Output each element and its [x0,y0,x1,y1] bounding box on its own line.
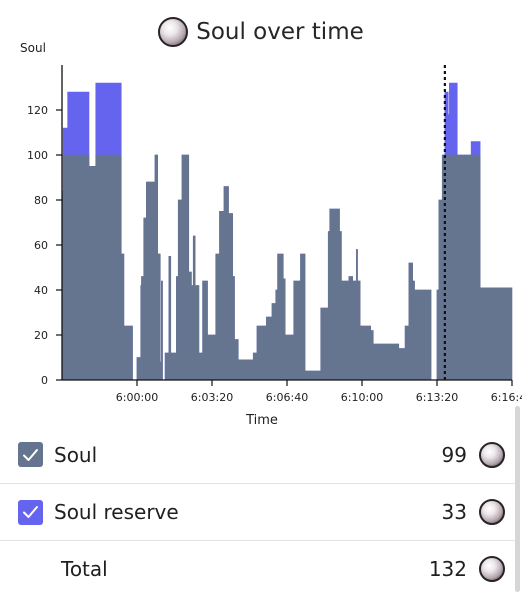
x-tick-label: 6:10:00 [341,391,383,404]
y-tick-label: 0 [41,374,48,387]
soul-reserve-label: Soul reserve [54,500,179,524]
soul-label: Soul [54,442,98,467]
checkmark-icon [23,448,38,461]
y-axis-label: Soul [20,41,46,55]
chart-title: Soul over time [196,19,364,45]
y-tick-label: 120 [27,104,48,117]
chart-header: Soul over time [0,14,522,50]
y-tick-label: 40 [34,284,48,297]
total-label: Total [61,557,108,581]
chart-areas [61,82,513,381]
legend-row-soul-reserve[interactable]: Soul reserve 33 [0,483,516,540]
x-tick-label: 6:03:20 [191,391,233,404]
y-tick-label: 20 [34,329,48,342]
soul-value: 99 [441,442,467,467]
legend-row-total: Total 132 [0,540,516,597]
y-tick-label: 60 [34,239,48,252]
soul-checkbox[interactable] [18,442,43,467]
checkmark-icon [23,506,38,518]
soul-reserve-checkbox[interactable] [18,499,43,525]
x-axis-label: Time [245,413,278,428]
soul-reserve-value: 33 [441,500,467,524]
x-ticks: 6:00:00 6:03:20 6:06:40 6:10:00 6:13:20 6:16:… [116,380,522,404]
soul-chart: Soul Time 0 20 40 60 80 100 120 6:00:00 6:03:20… [20,41,522,428]
x-tick-label: 6:06:40 [266,391,308,404]
soul-orb-icon [158,17,189,47]
x-tick-label: 6:00:00 [116,391,158,404]
soul-orb-icon [479,499,505,525]
series-soul-area [61,154,513,381]
y-ticks: 0 20 40 60 80 100 120 [27,104,62,387]
x-tick-label: 6:13:20 [416,391,458,404]
x-tick-label: 6:16:40 [491,391,522,404]
y-tick-label: 100 [27,149,48,162]
soul-orb-icon [479,441,505,468]
legend-row-soul[interactable]: Soul 99 [0,426,516,483]
y-tick-label: 80 [34,194,48,207]
soul-orb-icon [479,556,505,582]
total-value: 132 [428,557,467,581]
legend-scrollbar[interactable] [515,406,520,592]
